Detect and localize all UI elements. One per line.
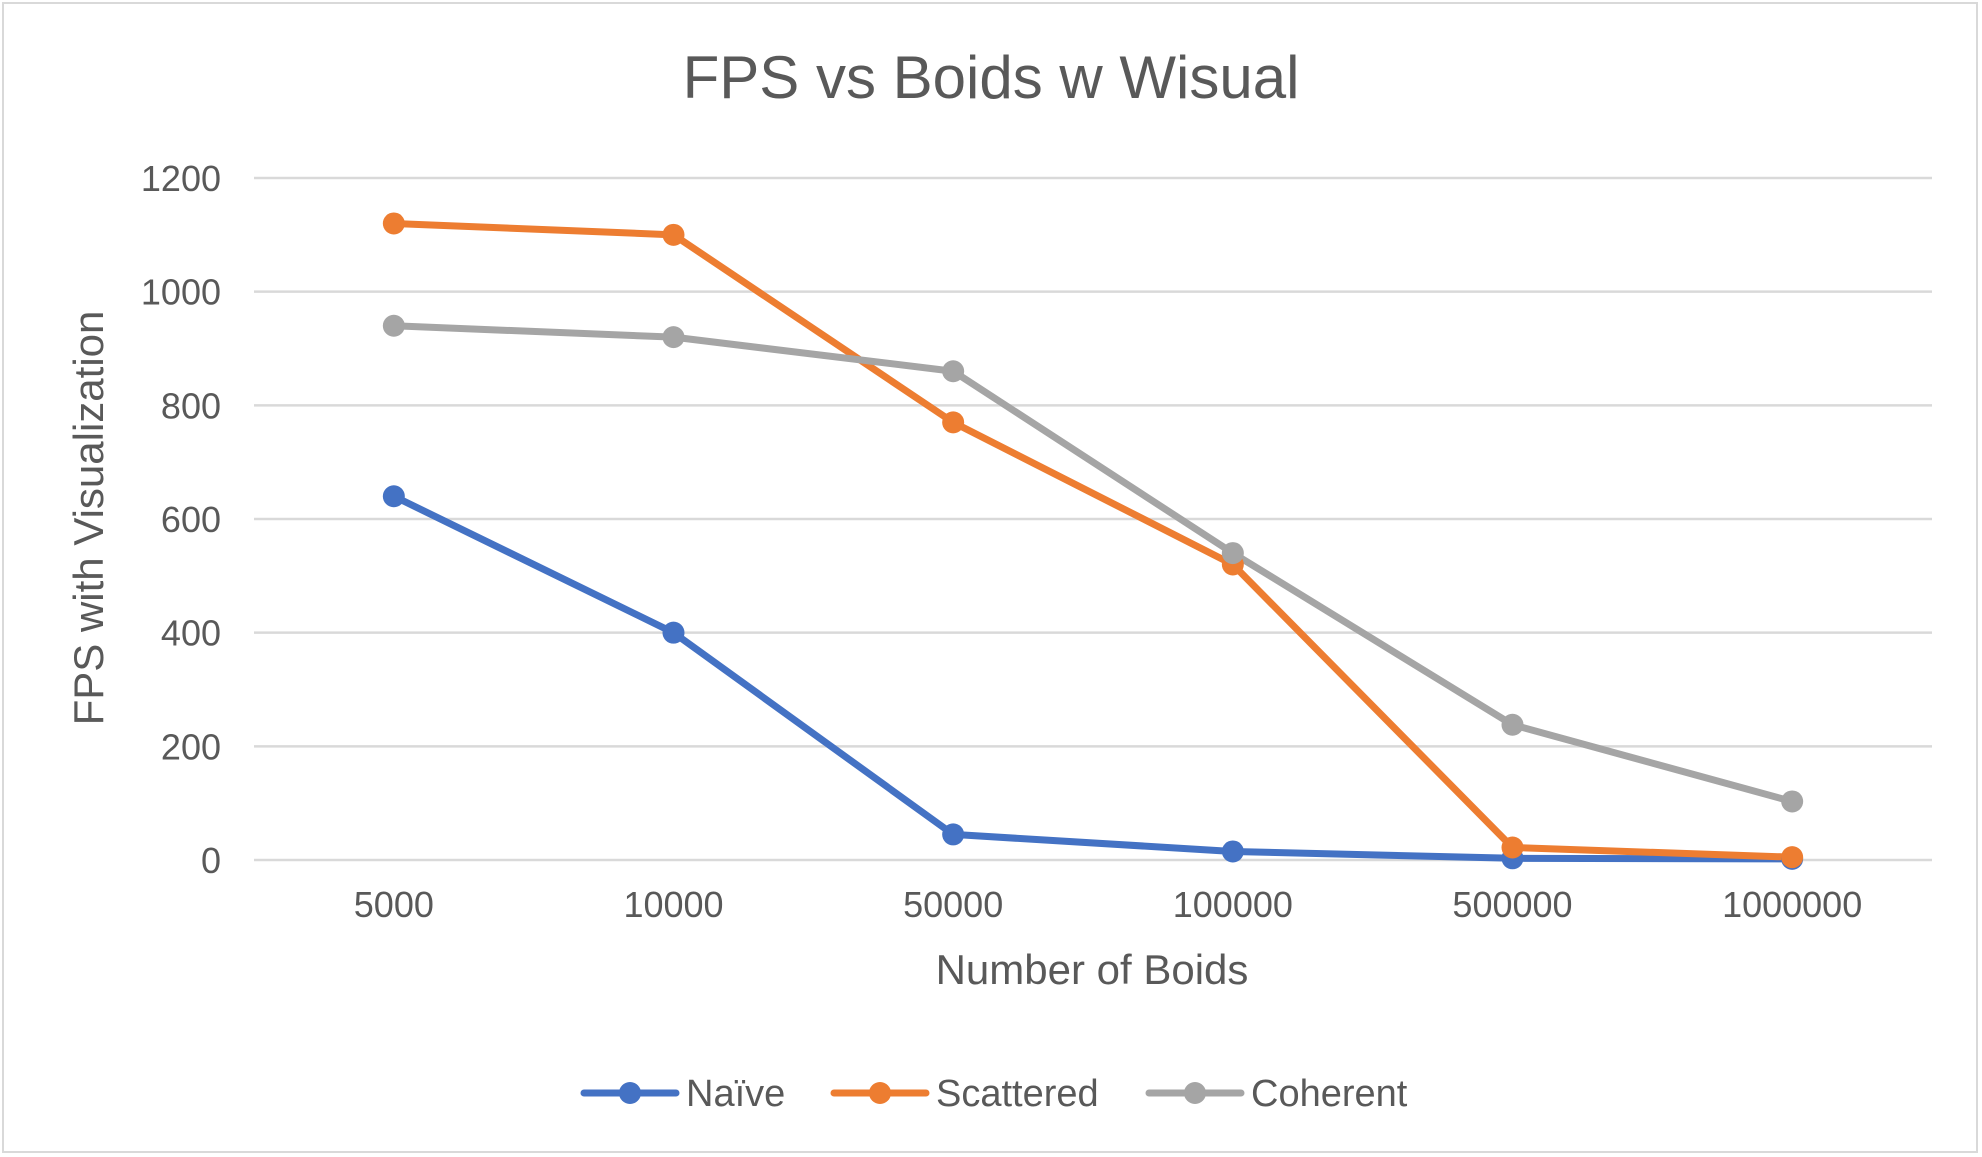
data-point-na-ve xyxy=(1221,840,1244,863)
legend-label: Coherent xyxy=(1251,1073,1408,1115)
data-point-scattered xyxy=(382,212,405,235)
data-point-coherent xyxy=(382,314,405,337)
legend-item-scattered: Scattered xyxy=(830,1073,1099,1115)
series-points xyxy=(382,212,1804,870)
x-tick-label: 50000 xyxy=(903,884,1003,925)
y-tick-label: 600 xyxy=(161,499,221,540)
legend-label: Naïve xyxy=(686,1073,785,1115)
y-tick-label: 400 xyxy=(161,613,221,654)
x-tick-label: 1000000 xyxy=(1722,884,1862,925)
data-point-scattered xyxy=(1781,846,1804,869)
y-tick-label: 1200 xyxy=(141,158,221,199)
x-tick-label: 500000 xyxy=(1452,884,1572,925)
x-axis-title: Number of Boids xyxy=(936,946,1249,993)
data-point-coherent xyxy=(1221,542,1244,565)
data-point-na-ve xyxy=(662,621,685,644)
x-tick-label: 10000 xyxy=(623,884,723,925)
legend-marker xyxy=(1184,1082,1206,1104)
series-lines xyxy=(390,219,1796,863)
y-axis-ticks: 0 200 400 600 800 1000 1200 xyxy=(141,158,221,881)
y-tick-label: 800 xyxy=(161,385,221,426)
data-point-scattered xyxy=(942,411,965,434)
y-axis-title: FPS with Visualization xyxy=(65,311,112,726)
data-point-scattered xyxy=(662,223,685,246)
legend-item-na-ve: Naïve xyxy=(580,1073,785,1115)
x-tick-label: 5000 xyxy=(354,884,434,925)
y-tick-label: 200 xyxy=(161,726,221,767)
data-point-coherent xyxy=(662,326,685,349)
legend-label: Scattered xyxy=(936,1073,1099,1115)
chart-title: FPS vs Boids w Wisual xyxy=(683,44,1300,111)
series-line-scattered xyxy=(390,219,1796,861)
legend-marker xyxy=(869,1082,891,1104)
x-tick-label: 100000 xyxy=(1173,884,1293,925)
y-tick-label: 0 xyxy=(201,840,221,881)
legend: Naïve Scattered Coherent xyxy=(580,1073,1408,1115)
legend-marker xyxy=(619,1082,641,1104)
series-line-coherent xyxy=(390,322,1796,805)
y-tick-label: 1000 xyxy=(141,272,221,313)
data-point-na-ve xyxy=(942,823,965,846)
legend-item-coherent: Coherent xyxy=(1145,1073,1408,1115)
data-point-coherent xyxy=(1781,790,1804,813)
data-point-coherent xyxy=(942,360,965,383)
data-point-coherent xyxy=(1501,713,1524,736)
data-point-scattered xyxy=(1501,836,1524,859)
gridlines xyxy=(254,176,1932,862)
data-point-na-ve xyxy=(382,485,405,508)
series-line-na-ve xyxy=(390,492,1796,863)
x-axis-ticks: 5000 10000 50000 100000 500000 1000000 xyxy=(354,884,1862,925)
